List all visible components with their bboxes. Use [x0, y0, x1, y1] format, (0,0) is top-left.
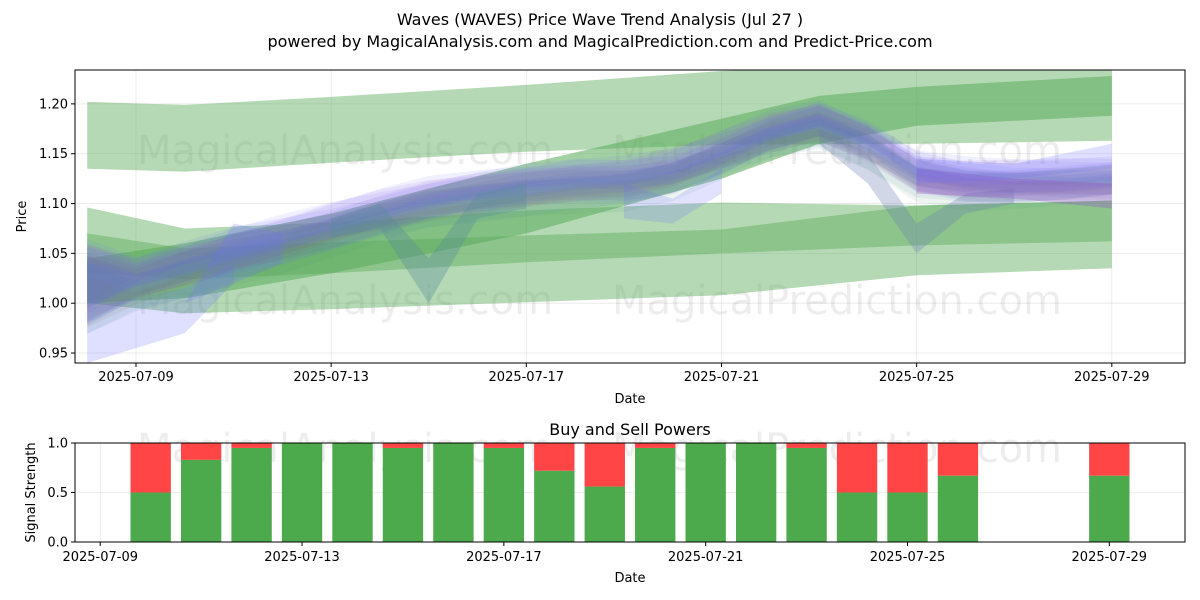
watermark-text: MagicalPrediction.com [612, 278, 1062, 324]
wave-band [916, 143, 1112, 184]
y-tick-label: 1.05 [39, 247, 68, 262]
wave-band [623, 168, 722, 224]
x-tick-label: 2025-07-25 [879, 370, 955, 385]
buy-bar [281, 443, 323, 542]
sell-bar [786, 443, 827, 448]
plot-area [87, 70, 1112, 363]
x-tick-label: 2025-07-13 [264, 550, 340, 565]
watermark-text: MagicalAnalysis.com [137, 128, 553, 174]
wave-band [87, 263, 234, 329]
buy-bar [382, 447, 424, 542]
buy-sell-panel: Buy and Sell PowersMagicalAnalysis.comMa… [24, 420, 1186, 586]
sell-bar [231, 443, 272, 448]
x-tick-label: 2025-07-29 [1074, 370, 1150, 385]
green-band [87, 76, 1112, 304]
sell-bar [836, 443, 878, 493]
sell-bar [382, 443, 424, 448]
sell-bar [483, 443, 525, 448]
sell-bar [180, 443, 222, 460]
buy-bar [231, 447, 272, 542]
wave-band [819, 128, 1015, 254]
y-tick-label: 1.15 [39, 147, 68, 162]
x-tick-label: 2025-07-21 [684, 370, 760, 385]
plot-frame [74, 69, 1186, 364]
x-tick-label: 2025-07-25 [870, 550, 946, 565]
y-axis-label: Price [15, 201, 30, 233]
x-tick-label: 2025-07-17 [489, 370, 565, 385]
wave-band [87, 105, 1112, 324]
x-tick-label: 2025-07-17 [466, 550, 542, 565]
buy-bar [1089, 475, 1130, 542]
buy-bar [937, 475, 979, 542]
buy-bar [685, 443, 726, 542]
buy-bar [786, 447, 827, 542]
buy-bar [887, 492, 928, 542]
buy-bar [635, 447, 676, 542]
wave-band [916, 168, 1112, 209]
buy-bar [130, 492, 171, 542]
x-axis-label: Date [614, 571, 645, 586]
chart-subtitle: powered by MagicalAnalysis.com and Magic… [267, 32, 932, 51]
chart-title: Waves (WAVES) Price Wave Trend Analysis … [397, 10, 803, 29]
y-tick-label: 1.10 [39, 197, 68, 212]
x-tick-label: 2025-07-09 [62, 550, 138, 565]
sell-bar [130, 443, 171, 493]
buy-bar [584, 486, 625, 542]
green-band [87, 200, 1112, 314]
buy-bar [534, 470, 575, 542]
wave-band [87, 223, 283, 363]
y-axis-label: Signal Strength [24, 442, 39, 542]
wave-band [331, 183, 527, 304]
y-tick-label: 1.0 [47, 437, 68, 452]
sell-bar [584, 443, 625, 487]
y-tick-label: 1.00 [39, 297, 68, 312]
bottom-chart-title: Buy and Sell Powers [549, 420, 711, 439]
x-tick-label: 2025-07-29 [1072, 550, 1148, 565]
sell-bar [635, 443, 676, 448]
y-tick-label: 0.95 [39, 347, 68, 362]
x-tick-label: 2025-07-21 [668, 550, 744, 565]
y-tick-label: 0.5 [47, 486, 68, 501]
x-tick-label: 2025-07-09 [98, 370, 174, 385]
buy-bar [433, 443, 474, 542]
buy-bar [180, 459, 222, 542]
sell-bar [937, 443, 979, 476]
buy-bar [483, 447, 525, 542]
x-axis-label: Date [614, 392, 645, 407]
x-tick-label: 2025-07-13 [293, 370, 369, 385]
y-tick-label: 0.0 [47, 536, 68, 551]
sell-bar [1089, 443, 1130, 476]
buy-bar [332, 443, 373, 542]
sell-bar [534, 443, 575, 471]
buy-bar [836, 492, 878, 542]
y-tick-label: 1.20 [39, 97, 68, 112]
sell-bar [887, 443, 928, 493]
price-panel: MagicalAnalysis.com MagicalPrediction.com… [15, 69, 1186, 407]
buy-bar [735, 443, 777, 542]
